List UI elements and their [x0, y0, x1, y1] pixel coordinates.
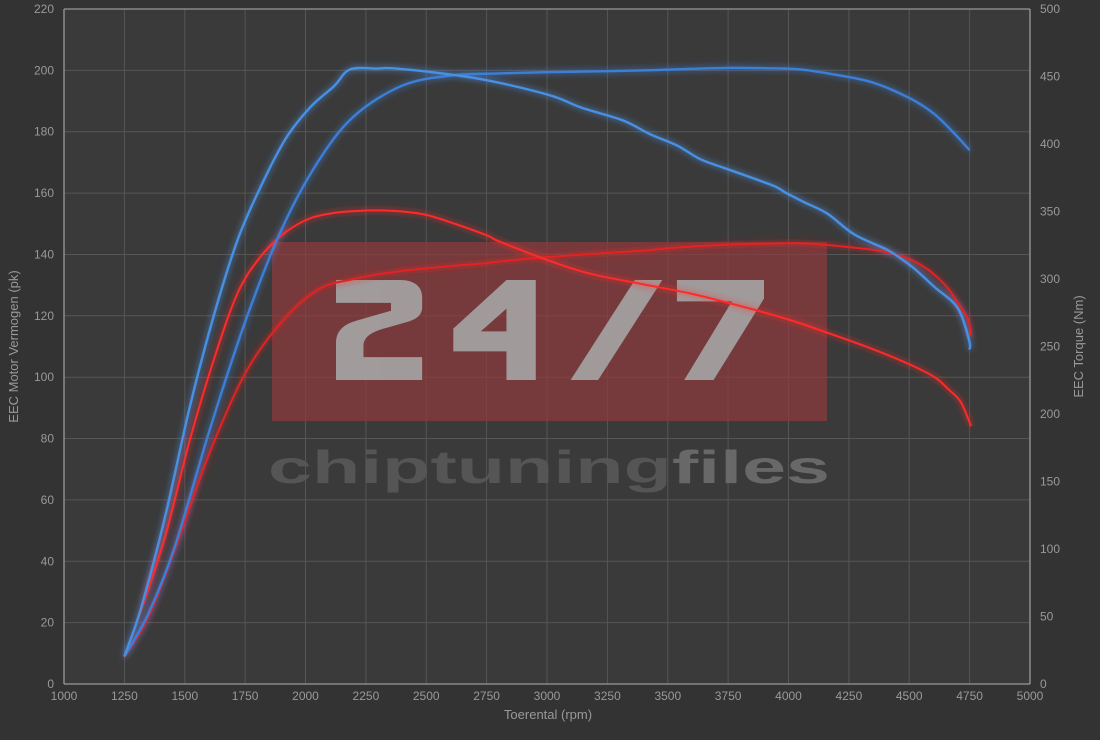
svg-text:200: 200: [1040, 407, 1060, 421]
svg-text:220: 220: [34, 2, 54, 16]
svg-text:2750: 2750: [473, 689, 500, 703]
svg-text:0: 0: [47, 677, 54, 691]
svg-text:40: 40: [41, 554, 55, 568]
svg-text:140: 140: [34, 248, 54, 262]
svg-text:2500: 2500: [413, 689, 440, 703]
svg-text:80: 80: [41, 432, 55, 446]
svg-text:3000: 3000: [534, 689, 561, 703]
svg-text:2250: 2250: [353, 689, 380, 703]
svg-text:1250: 1250: [111, 689, 138, 703]
svg-text:1750: 1750: [232, 689, 259, 703]
svg-text:450: 450: [1040, 70, 1060, 84]
svg-text:1500: 1500: [171, 689, 198, 703]
svg-text:160: 160: [34, 186, 54, 200]
svg-text:4750: 4750: [956, 689, 983, 703]
svg-text:4500: 4500: [896, 689, 923, 703]
svg-text:0: 0: [1040, 677, 1047, 691]
svg-text:200: 200: [34, 63, 54, 77]
svg-text:20: 20: [41, 616, 55, 630]
svg-text:250: 250: [1040, 340, 1060, 354]
svg-text:120: 120: [34, 309, 54, 323]
svg-text:4000: 4000: [775, 689, 802, 703]
svg-text:100: 100: [34, 370, 54, 384]
svg-text:1000: 1000: [51, 689, 78, 703]
svg-text:2000: 2000: [292, 689, 319, 703]
svg-text:4250: 4250: [836, 689, 863, 703]
svg-text:400: 400: [1040, 137, 1060, 151]
svg-text:180: 180: [34, 125, 54, 139]
svg-text:60: 60: [41, 493, 55, 507]
svg-text:3750: 3750: [715, 689, 742, 703]
svg-text:50: 50: [1040, 610, 1054, 624]
svg-text:5000: 5000: [1017, 689, 1044, 703]
svg-text:350: 350: [1040, 205, 1060, 219]
svg-text:500: 500: [1040, 2, 1060, 16]
svg-text:EEC Motor Vermogen (pk): EEC Motor Vermogen (pk): [6, 270, 21, 422]
svg-text:300: 300: [1040, 272, 1060, 286]
svg-text:3500: 3500: [654, 689, 681, 703]
svg-text:150: 150: [1040, 475, 1060, 489]
svg-text:EEC Torque (Nm): EEC Torque (Nm): [1071, 295, 1086, 397]
svg-text:100: 100: [1040, 542, 1060, 556]
svg-text:3250: 3250: [594, 689, 621, 703]
svg-text:Toerental (rpm): Toerental (rpm): [504, 707, 592, 722]
